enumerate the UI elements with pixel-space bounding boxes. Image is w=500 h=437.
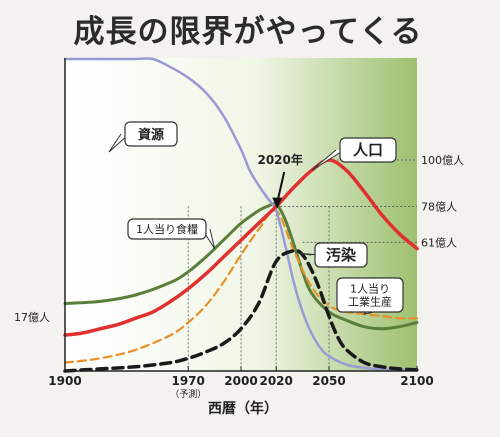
x-tick-label-1900: 1900 [48,374,81,388]
x-tick-label-1970: 1970 [171,374,204,388]
callout-population-text-0: 人口 [353,141,383,159]
x-tick-label-2050: 2050 [312,374,345,388]
callout-food: 1人当り食糧 [127,218,216,249]
right-label-78: 78億人 [421,200,457,213]
callout-pollution-box [314,242,368,268]
x-tick-label-2000: 2000 [224,374,257,388]
series-pollution-line [63,248,419,373]
chart-title: 成長の限界がやってくる [74,14,423,50]
x-ticks: 1900 1970（予測） 2000 2020 2050 2100 [48,366,434,400]
annotation-arrow-shaft [276,171,286,203]
callout-resources: 資源 [108,121,178,153]
x-axis-title: 西暦（年） [208,400,278,417]
callout-food-text-0: 1人当り食糧 [136,222,198,236]
x-tick-label-2100: 2100 [400,374,433,388]
x-tick-label-2020: 2020 [259,374,292,388]
right-labels: 100億人 78億人 61億人 [421,154,464,249]
left-label-text: 17億人 [14,311,50,324]
right-label-100: 100億人 [421,154,464,167]
right-label-61: 61億人 [421,236,457,249]
callout-resources-pointer [108,133,130,153]
callout-resources-text-0: 資源 [138,127,164,143]
callout-population-box [339,137,397,163]
callout-pollution-text-0: 汚染 [326,246,357,264]
left-label: 17億人 [14,311,50,324]
callout-industry-text-1: 工業生産 [348,295,392,309]
callout-industry-text-0: 1人当り [350,282,390,296]
callout-pollution-pointer [299,252,320,256]
callout-population-pointer [311,149,345,171]
callout-population: 人口 [311,137,397,171]
callout-pollution: 汚染 [299,242,368,268]
series-population-line [63,158,419,337]
callout-industry-box [336,277,404,313]
series-resources-line [63,57,419,372]
x-tick-sublabel-1970: （予測） [170,388,206,400]
callout-food-box [127,218,207,240]
annotation-arrow-head [272,197,283,209]
callout-resources-box [124,121,178,147]
annotation-label: 2020年 [257,152,302,167]
annotation: 2020年 [257,152,303,209]
